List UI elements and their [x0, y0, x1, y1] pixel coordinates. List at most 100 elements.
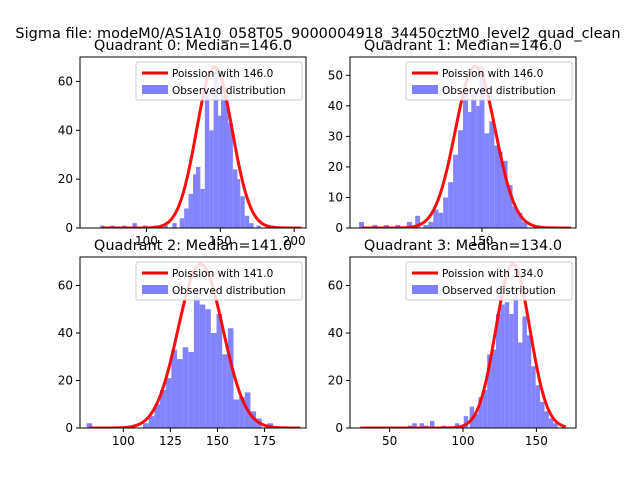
subplot-quadrant-3: 50 100 150 0 20 40 60 Quadrant 3: Median=134.0 P… [328, 238, 577, 448]
y-tick-label: 30 [328, 129, 343, 143]
histogram-bar [513, 292, 519, 428]
x-tick-label: 150 [471, 234, 494, 248]
histogram-bar [484, 133, 490, 228]
histogram-bar [205, 309, 211, 428]
histogram-bar [216, 314, 223, 428]
histogram-bar [467, 111, 473, 228]
histogram-bar [179, 218, 185, 228]
histogram-bar [188, 193, 193, 228]
histogram-bar [454, 423, 460, 428]
legend: Poission with 141.0 Observed distribution [135, 261, 303, 301]
histogram-bar [433, 209, 439, 228]
legend-observed-swatch [412, 285, 438, 294]
plot-area [86, 262, 301, 428]
histogram-bar [476, 105, 482, 228]
y-tick-label: 20 [58, 374, 73, 388]
y-tick-label: 40 [58, 326, 73, 340]
histogram-bar [471, 93, 477, 228]
histogram-bar [199, 304, 206, 428]
legend-observed-swatch [142, 85, 168, 94]
histogram-bar [176, 359, 183, 428]
legend-box [405, 261, 573, 301]
histogram-bar [195, 166, 201, 228]
subplot-quadrant-2: 100 125 150 175 0 20 40 60 Quadrant 2: Median=14… [58, 238, 307, 448]
histogram-bar [494, 145, 500, 228]
y-tick-label: 60 [58, 279, 73, 293]
histogram-bar [209, 130, 214, 228]
histogram-bar [553, 423, 558, 428]
histogram-bar [359, 221, 365, 228]
legend: Poission with 146.0 Observed distribution [135, 61, 303, 101]
y-tick-label: 40 [58, 123, 73, 137]
histogram-bar [184, 208, 189, 228]
histogram-bar [99, 225, 105, 228]
histogram-bar [383, 224, 389, 228]
subplot-quadrant-0: 100 150 200 0 20 40 60 Quadrant 0: Median=146.0… [58, 38, 307, 248]
x-tick-label: 175 [253, 434, 276, 448]
histogram-bar [463, 93, 468, 228]
histogram-bar [172, 223, 177, 228]
histogram-bar [235, 179, 241, 228]
histogram-bar [213, 66, 219, 228]
subplot-quadrant-1: 150 0 10 20 30 40 50 Quadrant 1: Median=146.0 Po… [328, 38, 577, 248]
histogram-bar [482, 390, 488, 428]
histogram-bar [232, 169, 238, 228]
histogram-bar [504, 302, 510, 428]
y-tick-label: 40 [328, 99, 343, 113]
histogram-bar [132, 223, 137, 228]
legend-observed-label: Observed distribution [172, 285, 286, 297]
x-tick-label: 100 [112, 434, 135, 448]
histogram-bar [458, 130, 463, 228]
legend-box [405, 61, 573, 101]
histogram-bar [406, 221, 412, 228]
histogram-bar [182, 347, 189, 428]
legend-observed-label: Observed distribution [442, 85, 556, 97]
legend-observed-label: Observed distribution [172, 85, 286, 97]
x-tick-label: 150 [525, 434, 548, 448]
histogram-bar [233, 399, 240, 428]
axes-frame [79, 56, 307, 229]
y-tick-label: 0 [65, 221, 73, 235]
y-tick-label: 0 [335, 421, 343, 435]
histogram-bar [535, 385, 541, 428]
plot-area [359, 64, 572, 228]
legend-poisson-label: Poission with 146.0 [442, 68, 543, 80]
histogram-bar [540, 401, 545, 428]
histogram-bar [419, 423, 425, 428]
histogram-bar [423, 224, 429, 228]
histogram-bar [544, 411, 549, 428]
y-tick-label: 40 [328, 326, 343, 340]
histogram-bar [210, 333, 217, 428]
histogram-bar [86, 423, 93, 428]
y-tick-label: 10 [328, 190, 343, 204]
y-tick-label: 60 [328, 279, 343, 293]
subplot-title: Quadrant 0: Median=146.0 [94, 38, 292, 54]
histogram-bar [429, 420, 435, 428]
legend-poisson-label: Poission with 141.0 [172, 268, 273, 280]
histogram-bar [224, 93, 229, 228]
histogram-bar [522, 316, 527, 428]
histogram-bar [256, 225, 261, 228]
subplot-title: Quadrant 2: Median=141.0 [94, 238, 292, 254]
legend-observed-label: Observed distribution [442, 285, 556, 297]
plot-area [359, 262, 567, 428]
histogram-bar [448, 182, 454, 228]
histogram-bar [518, 342, 523, 428]
y-tick-label: 50 [328, 68, 343, 82]
histogram-bar [218, 115, 223, 228]
histogram-bar [531, 366, 536, 428]
x-tick-label: 150 [209, 234, 232, 248]
histogram-bar [193, 174, 198, 228]
histogram-bar [463, 416, 469, 428]
x-tick-label: 100 [452, 434, 475, 448]
y-tick-label: 0 [65, 421, 73, 435]
histogram-bar [412, 423, 417, 428]
histogram-bar [163, 225, 168, 228]
histogram-bar [200, 188, 205, 228]
x-tick-label: 50 [382, 434, 397, 448]
histogram-bar [487, 354, 492, 428]
histogram-bar [154, 404, 161, 428]
histogram-bar [512, 206, 518, 228]
histogram-bar [165, 378, 172, 428]
